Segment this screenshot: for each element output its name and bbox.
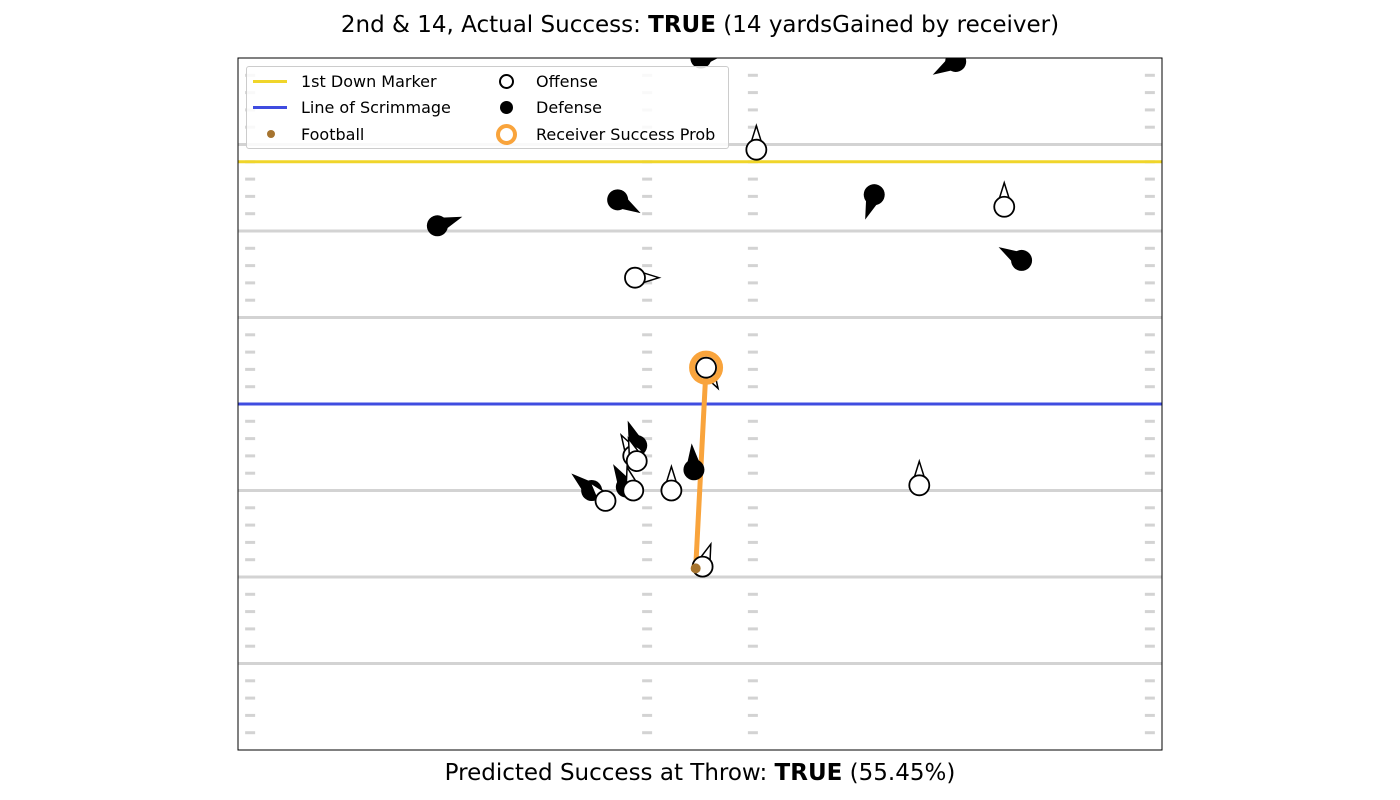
legend: 1st Down Marker Line of Scrimmage Footba…	[246, 66, 729, 149]
defense-player	[683, 459, 705, 481]
offense-player	[594, 489, 617, 512]
legend-label-defense: Defense	[536, 97, 602, 117]
defense-player	[426, 215, 448, 237]
legend-item-line-of-scrimmage: Line of Scrimmage	[247, 95, 451, 119]
legend-label-line-of-scrimmage: Line of Scrimmage	[301, 97, 451, 117]
legend-label-football: Football	[301, 124, 365, 144]
defense-player	[863, 184, 885, 206]
offense-player	[625, 450, 648, 472]
title-prefix: 2nd & 14, Actual Success:	[340, 12, 649, 38]
offense-player	[993, 195, 1016, 218]
receiver-success-ring	[689, 350, 724, 385]
caption-predicted: TRUE	[774, 760, 843, 786]
football	[690, 563, 701, 574]
chart-title: 2nd & 14, Actual Success: TRUE (14 yards…	[0, 12, 1400, 38]
title-actual-success: TRUE	[648, 12, 716, 38]
offense-player	[745, 138, 768, 161]
target-receiver	[695, 356, 717, 379]
offense-player	[908, 474, 931, 497]
legend-label-receiver-prob: Receiver Success Prob	[536, 124, 716, 144]
football-swatch	[267, 130, 275, 138]
legend-item-football: Football	[247, 122, 364, 146]
defense-player	[1011, 249, 1033, 271]
title-suffix: (14 yardsGained by receiver)	[715, 12, 1060, 38]
defense-player	[945, 58, 967, 72]
legend-item-receiver-prob: Receiver Success Prob	[482, 122, 715, 146]
line-of-scrimmage-swatch	[253, 106, 287, 109]
legend-item-defense: Defense	[482, 95, 602, 119]
offense-swatch	[499, 74, 514, 89]
caption-suffix: (55.45%)	[842, 760, 956, 786]
offense-player	[624, 266, 646, 289]
offense-player	[622, 479, 645, 502]
defense-player	[607, 189, 629, 211]
predicted-success-caption: Predicted Success at Throw: TRUE (55.45%…	[0, 760, 1400, 786]
caption-prefix: Predicted Success at Throw:	[444, 760, 775, 786]
defense-swatch	[500, 101, 513, 114]
legend-item-first-down: 1st Down Marker	[247, 69, 437, 93]
offense-player	[660, 479, 683, 502]
receiver-prob-swatch	[496, 124, 517, 145]
legend-label-first-down: 1st Down Marker	[301, 71, 437, 91]
plot-frame	[237, 57, 1163, 751]
legend-label-offense: Offense	[536, 71, 598, 91]
defense-player	[690, 58, 712, 69]
plot-area	[238, 58, 1162, 735]
legend-item-offense: Offense	[482, 69, 598, 93]
first-down-swatch	[253, 80, 287, 83]
